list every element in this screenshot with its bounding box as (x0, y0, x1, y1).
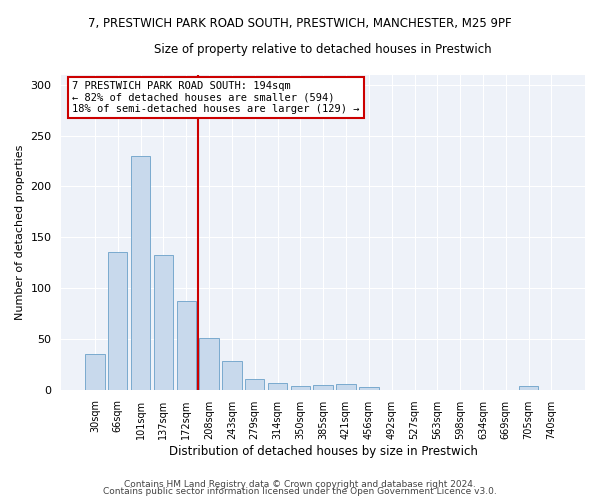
X-axis label: Distribution of detached houses by size in Prestwich: Distribution of detached houses by size … (169, 444, 478, 458)
Bar (199, 338, 219, 390)
Bar (519, 386, 538, 390)
Bar (268, 382, 287, 390)
Y-axis label: Number of detached properties: Number of detached properties (15, 144, 25, 320)
Text: Contains HM Land Registry data © Crown copyright and database right 2024.: Contains HM Land Registry data © Crown c… (124, 480, 476, 489)
Bar (176, 302, 196, 390)
Bar (290, 386, 310, 390)
Bar (108, 252, 127, 390)
Bar (131, 156, 150, 390)
Title: Size of property relative to detached houses in Prestwich: Size of property relative to detached ho… (154, 42, 492, 56)
Bar (337, 384, 356, 390)
Bar (245, 378, 265, 390)
Bar (313, 384, 333, 390)
Bar (359, 386, 379, 390)
Bar (154, 254, 173, 390)
Text: Contains public sector information licensed under the Open Government Licence v3: Contains public sector information licen… (103, 488, 497, 496)
Bar (85, 354, 104, 390)
Text: 7, PRESTWICH PARK ROAD SOUTH, PRESTWICH, MANCHESTER, M25 9PF: 7, PRESTWICH PARK ROAD SOUTH, PRESTWICH,… (88, 18, 512, 30)
Text: 7 PRESTWICH PARK ROAD SOUTH: 194sqm
← 82% of detached houses are smaller (594)
1: 7 PRESTWICH PARK ROAD SOUTH: 194sqm ← 82… (72, 81, 359, 114)
Bar (222, 362, 242, 390)
